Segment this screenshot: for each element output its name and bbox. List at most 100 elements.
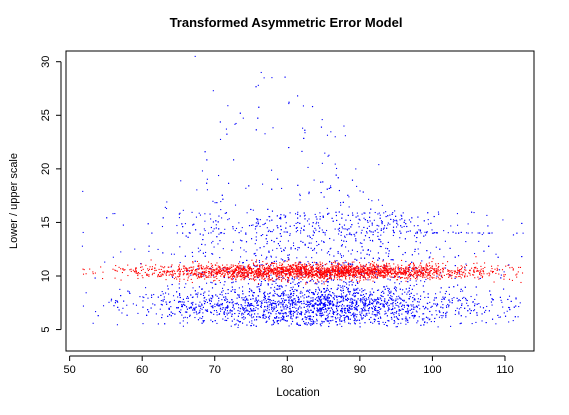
blue-point (281, 286, 283, 288)
blue-point (220, 310, 222, 312)
blue-point (351, 234, 353, 236)
blue-point (246, 324, 248, 326)
blue-point (317, 295, 320, 298)
blue-point (274, 317, 276, 320)
blue-point (237, 320, 239, 322)
red-point (356, 280, 358, 283)
blue-point (331, 301, 334, 303)
blue-point (342, 287, 344, 289)
blue-point (168, 301, 171, 303)
red-point (160, 268, 162, 271)
blue-point (404, 219, 406, 221)
red-point (205, 271, 208, 273)
blue-point (298, 302, 300, 304)
blue-point (356, 292, 358, 294)
blue-point (280, 309, 282, 311)
blue-point (343, 281, 345, 283)
blue-point (309, 318, 311, 320)
blue-point (243, 249, 245, 251)
blue-point (344, 228, 346, 230)
blue-point (401, 293, 403, 295)
blue-point (280, 301, 282, 304)
blue-point (184, 304, 186, 306)
blue-point (347, 288, 349, 290)
blue-point (216, 304, 218, 306)
blue-point (308, 300, 310, 302)
blue-point (276, 321, 278, 323)
blue-point (289, 297, 291, 299)
blue-point (208, 298, 210, 300)
blue-point (374, 298, 376, 300)
blue-point (243, 318, 245, 320)
blue-point (297, 311, 299, 313)
blue-point (357, 287, 359, 289)
blue-point (132, 303, 134, 305)
blue-point (374, 299, 376, 301)
red-point (312, 267, 314, 269)
blue-point (354, 305, 356, 307)
blue-point (381, 204, 383, 206)
red-point (406, 270, 408, 273)
blue-point (211, 312, 213, 314)
blue-point (290, 296, 292, 298)
red-point (352, 274, 354, 276)
blue-point (268, 309, 270, 311)
red-point (418, 274, 420, 276)
blue-point (264, 295, 266, 297)
red-point (347, 268, 349, 270)
blue-point (385, 247, 387, 249)
blue-point (374, 281, 376, 283)
blue-point (320, 325, 322, 327)
blue-point (342, 285, 344, 287)
blue-point (257, 84, 259, 86)
blue-point (289, 308, 291, 310)
blue-point (351, 224, 353, 226)
blue-point (274, 301, 276, 303)
blue-point (363, 212, 365, 214)
blue-point (392, 303, 394, 305)
blue-point (192, 255, 194, 257)
blue-point (340, 293, 342, 295)
blue-point (311, 261, 314, 263)
blue-point (263, 309, 265, 311)
blue-point (242, 293, 244, 295)
blue-point (288, 325, 290, 327)
blue-point (500, 299, 502, 301)
red-point (237, 273, 239, 275)
blue-point (371, 294, 373, 296)
blue-point (283, 301, 285, 303)
blue-point (150, 307, 152, 309)
blue-point (409, 230, 411, 232)
blue-point (507, 298, 509, 301)
blue-point (296, 310, 298, 312)
blue-point (315, 216, 317, 218)
blue-point (423, 308, 426, 310)
blue-point (336, 295, 338, 297)
red-point (426, 274, 428, 276)
blue-point (458, 311, 460, 313)
blue-point (269, 230, 272, 233)
red-point (396, 274, 398, 276)
blue-point (378, 311, 380, 313)
blue-point (393, 287, 396, 289)
blue-point (392, 276, 394, 278)
blue-point (321, 322, 323, 324)
blue-point (252, 304, 254, 306)
blue-point (321, 229, 323, 231)
blue-point (303, 302, 305, 304)
blue-point (445, 290, 447, 293)
blue-point (288, 298, 290, 300)
blue-point (339, 323, 341, 325)
blue-point (356, 212, 358, 214)
blue-point (434, 297, 436, 299)
blue-point (405, 323, 407, 325)
blue-point (250, 325, 252, 327)
blue-point (444, 267, 447, 269)
blue-point (373, 219, 375, 221)
blue-point (396, 317, 398, 319)
blue-point (433, 321, 435, 323)
blue-point (508, 306, 510, 309)
blue-point (365, 231, 368, 233)
red-point (449, 271, 451, 273)
blue-point (235, 323, 237, 325)
